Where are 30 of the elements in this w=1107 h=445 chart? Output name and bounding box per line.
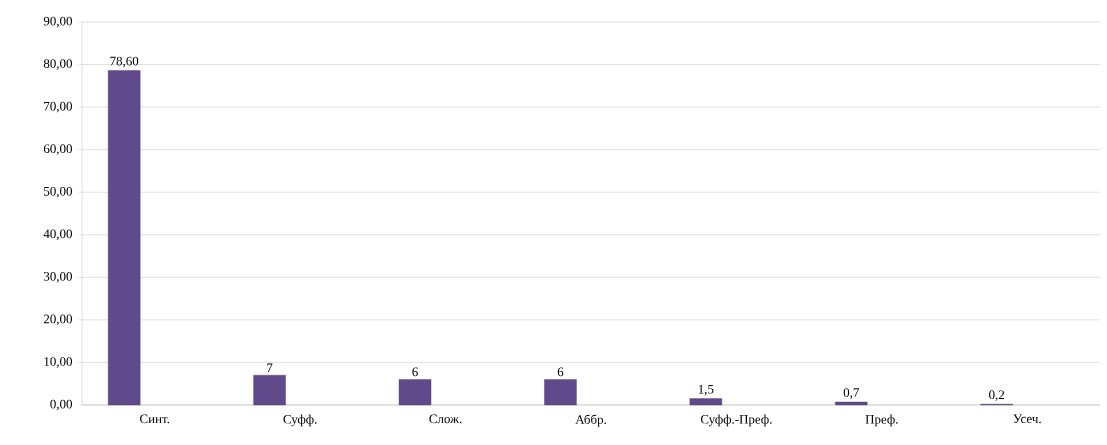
data-label: 7 — [267, 363, 273, 373]
data-label: 6 — [557, 367, 564, 377]
y-tick-label: 30,00 — [43, 272, 72, 283]
x-tick-label: Аббр. — [575, 414, 606, 427]
y-tick-label: 60,00 — [43, 144, 72, 155]
bar — [107, 70, 141, 406]
y-tick-label: 50,00 — [44, 186, 72, 198]
y-tick-label: 80,00 — [43, 59, 72, 70]
data-label: 6 — [412, 367, 418, 377]
x-tick-label: Усеч. — [1013, 414, 1041, 424]
y-tick-label: 90,00 — [43, 16, 72, 28]
x-tick-label: Синт. — [140, 414, 170, 424]
x-tick-label: Слож. — [429, 414, 462, 424]
x-tick-label: Преф. — [865, 414, 898, 427]
bar — [544, 379, 577, 406]
data-label: 1,5 — [698, 384, 714, 396]
bar — [689, 398, 723, 406]
data-label: 0,2 — [989, 390, 1005, 401]
y-tick-label: 10,00 — [44, 357, 72, 368]
x-tick-label: Суфф. — [283, 414, 317, 427]
y-tick-label: 20,00 — [43, 314, 72, 326]
y-tick-label: 0,00 — [50, 399, 72, 411]
x-tick-label: Суфф.-Преф. — [700, 414, 772, 427]
bar — [398, 379, 432, 406]
y-tick-label: 70,00 — [44, 101, 72, 113]
bar — [835, 401, 868, 406]
data-label: 0,7 — [843, 388, 860, 399]
data-label: 78,60 — [110, 56, 139, 68]
bar — [253, 375, 286, 406]
y-tick-label: 40,00 — [43, 229, 72, 241]
